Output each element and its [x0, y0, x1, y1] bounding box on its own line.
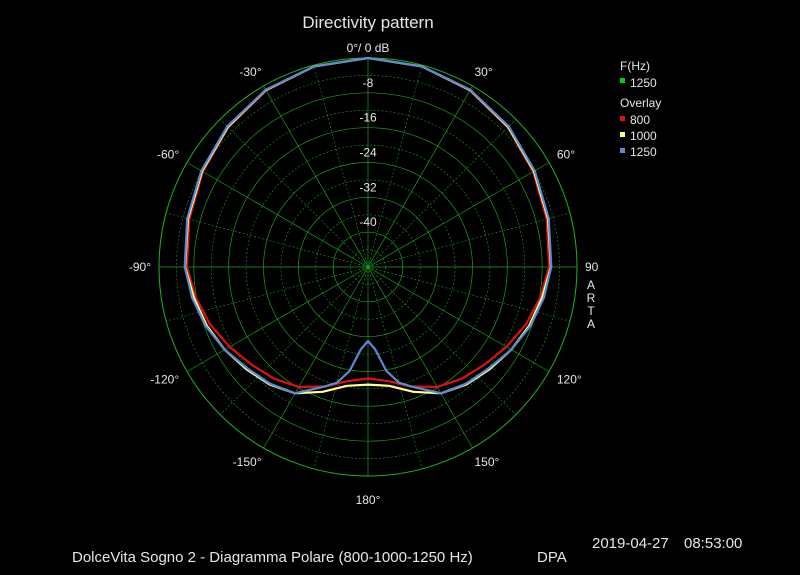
legend: F(Hz) 1250 Overlay 800 1000 1250 — [620, 59, 661, 159]
grid-spoke — [313, 266, 369, 469]
legend-entry-1250: 1250 — [630, 145, 657, 159]
grid-spoke — [263, 266, 369, 449]
legend-entry-1000: 1000 — [630, 129, 657, 143]
legend-entry-800: 800 — [630, 113, 650, 127]
grid-spoke — [220, 266, 369, 415]
grid-spoke — [367, 266, 516, 415]
angle-tick-label: 180° — [356, 493, 381, 507]
footer-date: 2019-04-27 — [592, 535, 669, 552]
angle-tick-label: -150° — [233, 455, 262, 469]
grid-spoke — [313, 65, 369, 268]
radial-tick-label: -8 — [363, 76, 374, 90]
angle-tick-label: 150° — [475, 455, 500, 469]
series-group — [183, 56, 553, 395]
side-label-letter: A — [587, 278, 595, 292]
angle-tick-label: 60° — [557, 148, 575, 162]
angle-tick-label: 90 — [585, 260, 599, 274]
legend-freq-header: F(Hz) — [620, 59, 650, 73]
grid-spoke — [166, 212, 369, 268]
grid-spoke — [367, 266, 473, 449]
legend-freq-value: 1250 — [630, 76, 657, 90]
side-label-letter: R — [587, 291, 596, 305]
grid-spoke — [263, 85, 369, 268]
legend-swatch-1000 — [620, 132, 625, 137]
legend-swatch-1250 — [620, 148, 625, 153]
grid-spoke — [220, 119, 369, 268]
grid-spoke — [186, 162, 369, 268]
grid-spoke — [367, 266, 570, 322]
legend-freq-swatch — [620, 78, 625, 83]
grid-spoke — [367, 65, 423, 268]
grid-spoke — [367, 85, 473, 268]
footer-caption: DolceVita Sogno 2 - Diagramma Polare (80… — [72, 549, 473, 566]
chart-title: Directivity pattern — [302, 13, 433, 32]
grid-spoke — [367, 119, 516, 268]
grid-spoke — [166, 266, 369, 322]
legend-overlay-header: Overlay — [620, 96, 661, 110]
radial-tick-label: 0°/ 0 dB — [347, 41, 390, 55]
side-label-letter: T — [587, 304, 595, 318]
tick-labels: 0°/ 0 dB -8 -16 -24 -32 -40 30° 60° 90 120° 150° 18… — [129, 41, 599, 507]
radial-tick-label: -24 — [359, 146, 377, 160]
footer-time: 08:53:00 — [684, 535, 742, 552]
legend-swatch-800 — [620, 116, 625, 121]
side-label-letter: A — [587, 317, 595, 331]
footer-tag: DPA — [537, 549, 567, 566]
grid-spoke — [186, 266, 369, 372]
radial-tick-label: -16 — [359, 111, 377, 125]
radial-tick-label: -32 — [359, 180, 377, 194]
grid-spoke — [367, 266, 550, 372]
grid-spoke — [367, 162, 550, 268]
grid-spoke — [367, 212, 570, 268]
angle-tick-label: 30° — [475, 65, 493, 79]
angle-tick-label: -30° — [239, 65, 261, 79]
angle-tick-label: -120° — [150, 373, 179, 387]
angle-tick-label: 120° — [557, 373, 582, 387]
angle-tick-label: -90° — [129, 260, 151, 274]
radial-tick-label: -40 — [359, 215, 377, 229]
series-line-1250 — [183, 56, 553, 395]
series-line-800 — [185, 56, 551, 388]
angle-tick-label: -60° — [157, 148, 179, 162]
grid-spoke — [367, 266, 423, 469]
